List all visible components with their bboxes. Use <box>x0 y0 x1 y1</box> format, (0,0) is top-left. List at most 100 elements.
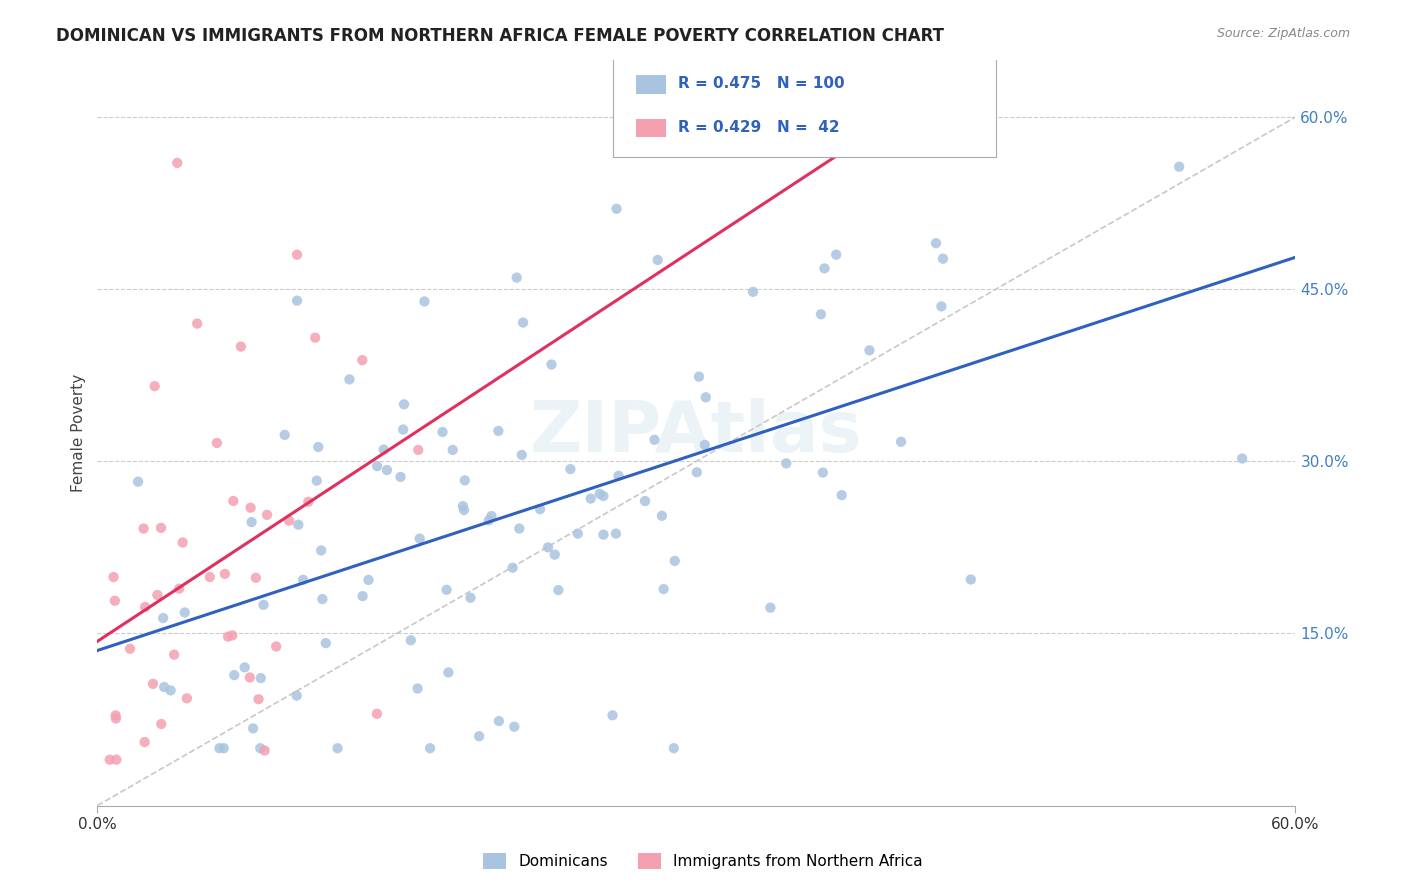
Point <box>150 717 173 731</box>
Point <box>150 521 173 535</box>
Point <box>366 459 388 474</box>
Point <box>634 494 657 508</box>
Point <box>214 566 236 581</box>
Point <box>153 680 176 694</box>
Point <box>292 573 315 587</box>
Point <box>285 689 308 703</box>
Point <box>311 592 333 607</box>
Point <box>560 462 582 476</box>
Point <box>222 494 245 508</box>
Point <box>959 573 981 587</box>
Point <box>224 668 246 682</box>
Point <box>134 735 156 749</box>
Point <box>664 554 686 568</box>
Point <box>460 591 482 605</box>
Point <box>481 509 503 524</box>
Point <box>688 369 710 384</box>
Point <box>540 358 562 372</box>
Text: Source: ZipAtlas.com: Source: ZipAtlas.com <box>1216 27 1350 40</box>
Point <box>186 317 208 331</box>
Point <box>419 741 441 756</box>
Point <box>233 660 256 674</box>
Point <box>811 466 834 480</box>
Text: ZIPAtlas: ZIPAtlas <box>530 398 863 467</box>
Point <box>925 236 948 251</box>
Legend: Dominicans, Immigrants from Northern Africa: Dominicans, Immigrants from Northern Afr… <box>477 847 929 875</box>
Point <box>118 641 141 656</box>
Point <box>167 582 190 596</box>
Point <box>652 582 675 596</box>
Point <box>825 248 848 262</box>
Point <box>544 548 567 562</box>
Point <box>441 442 464 457</box>
Point <box>104 708 127 723</box>
Point <box>239 670 262 684</box>
Point <box>221 628 243 642</box>
Point <box>537 541 560 555</box>
Point <box>389 470 412 484</box>
Point <box>159 683 181 698</box>
Point <box>285 248 308 262</box>
Point <box>813 261 835 276</box>
Point <box>399 633 422 648</box>
Point <box>454 474 477 488</box>
Point <box>152 611 174 625</box>
Point <box>890 434 912 449</box>
Point <box>486 424 509 438</box>
Point <box>643 433 665 447</box>
Point <box>432 425 454 439</box>
Point <box>163 648 186 662</box>
Point <box>579 491 602 506</box>
Point <box>252 598 274 612</box>
Point <box>392 397 415 411</box>
Point <box>647 252 669 267</box>
Point <box>173 606 195 620</box>
Point <box>759 600 782 615</box>
Point <box>287 517 309 532</box>
Point <box>239 500 262 515</box>
Point <box>307 440 329 454</box>
Point <box>339 372 361 386</box>
Point <box>1230 451 1253 466</box>
Text: DOMINICAN VS IMMIGRANTS FROM NORTHERN AFRICA FEMALE POVERTY CORRELATION CHART: DOMINICAN VS IMMIGRANTS FROM NORTHERN AF… <box>56 27 945 45</box>
Point <box>451 499 474 513</box>
Point <box>242 722 264 736</box>
Point <box>127 475 149 489</box>
Point <box>166 156 188 170</box>
Point <box>406 681 429 696</box>
Point <box>132 522 155 536</box>
Point <box>98 753 121 767</box>
Point <box>375 463 398 477</box>
Point <box>205 436 228 450</box>
Point <box>146 588 169 602</box>
Point <box>304 331 326 345</box>
Point <box>392 423 415 437</box>
Point <box>297 495 319 509</box>
Point <box>605 526 627 541</box>
Point <box>366 706 388 721</box>
Point <box>606 202 628 216</box>
Point <box>413 294 436 309</box>
Point <box>592 527 614 541</box>
Point <box>103 570 125 584</box>
Text: R = 0.429   N =  42: R = 0.429 N = 42 <box>679 120 839 135</box>
Point <box>478 513 501 527</box>
Point <box>589 487 612 501</box>
Point <box>309 543 332 558</box>
Point <box>931 299 953 313</box>
Point <box>245 571 267 585</box>
Point <box>273 428 295 442</box>
Point <box>256 508 278 522</box>
FancyBboxPatch shape <box>637 75 666 94</box>
Point <box>247 692 270 706</box>
Point <box>249 741 271 756</box>
Point <box>512 316 534 330</box>
Point <box>142 677 165 691</box>
Point <box>453 503 475 517</box>
Point <box>488 714 510 728</box>
Point <box>505 270 527 285</box>
Point <box>352 353 374 368</box>
Point <box>651 508 673 523</box>
Point <box>315 636 337 650</box>
Point <box>217 630 239 644</box>
